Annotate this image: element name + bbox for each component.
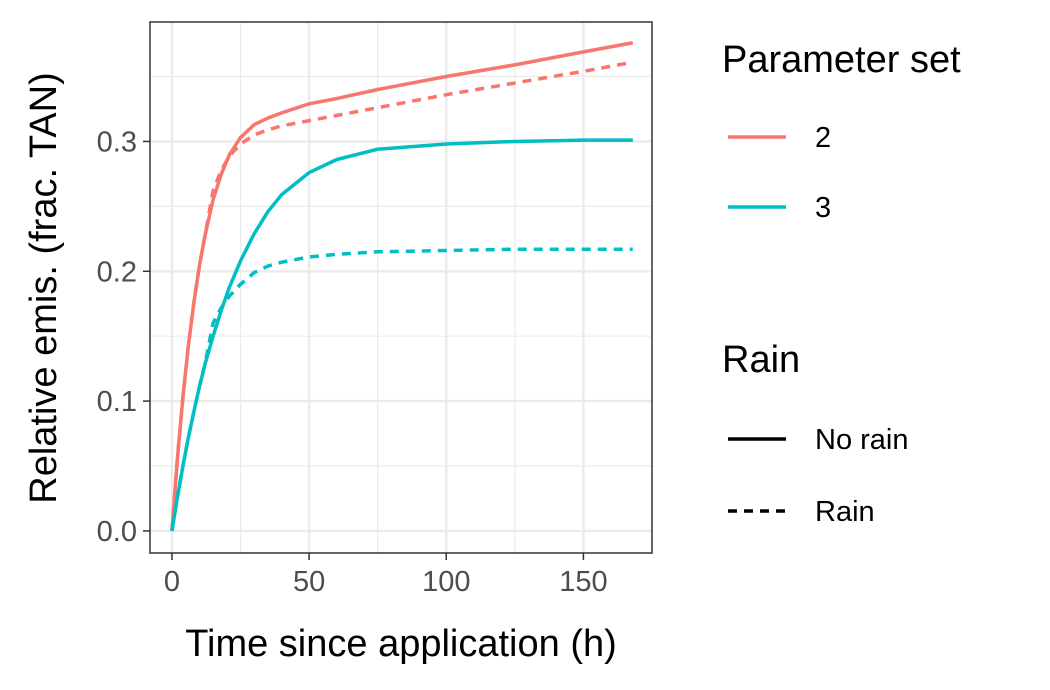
series-line-set-2-rain — [170, 60, 634, 532]
legend-label-no-rain: No rain — [815, 424, 909, 456]
legend: Parameter set 2 3 Rain No rain Rain — [722, 39, 961, 528]
y-axis: 0.0 0.1 0.2 0.3 — [97, 126, 150, 548]
x-axis: 0 50 100 150 — [164, 553, 608, 598]
x-tick-label: 150 — [559, 566, 607, 598]
y-tick-label: 0.3 — [97, 126, 137, 158]
legend-label-parameter-2: 2 — [815, 122, 831, 154]
x-tick-label: 50 — [293, 566, 325, 598]
legend-title-rain: Rain — [722, 339, 800, 381]
y-tick-label: 0.0 — [97, 516, 137, 548]
x-tick-label: 0 — [164, 566, 180, 598]
x-axis-title: Time since application (h) — [185, 623, 617, 665]
y-axis-title: Relative emis. (frac. TAN) — [23, 72, 65, 503]
grid-major — [150, 22, 652, 553]
legend-label-parameter-3: 3 — [815, 192, 831, 224]
legend-title-parameter-set: Parameter set — [722, 39, 961, 81]
legend-label-rain: Rain — [815, 496, 875, 528]
x-tick-label: 100 — [422, 566, 470, 598]
y-tick-label: 0.1 — [97, 386, 137, 418]
panel-background — [150, 22, 652, 553]
y-tick-label: 0.2 — [97, 256, 137, 288]
series-line-set-3-rain — [170, 247, 633, 532]
series-layer — [170, 41, 634, 532]
panel-border — [149, 21, 653, 554]
